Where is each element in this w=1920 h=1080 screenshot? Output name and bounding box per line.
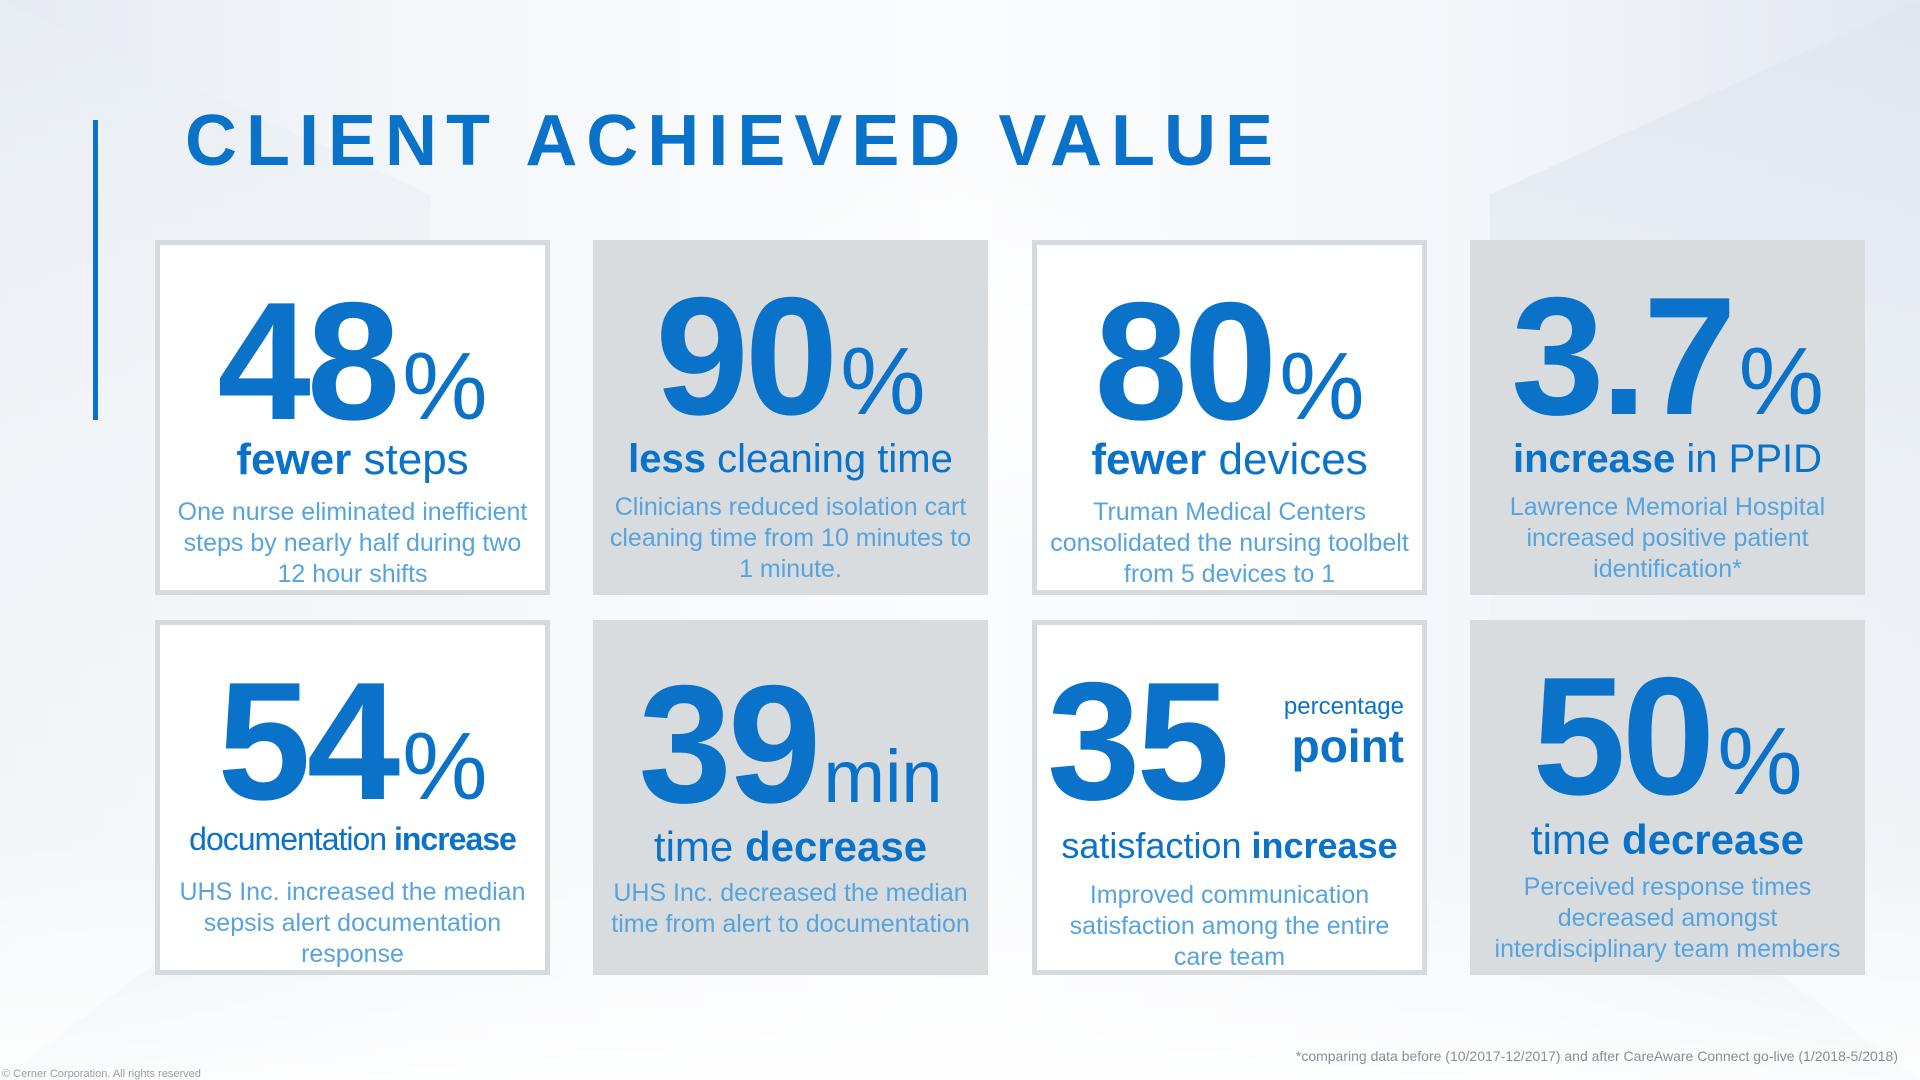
stat-headline: fewer devices bbox=[1037, 435, 1422, 484]
stat-unit: % bbox=[402, 713, 488, 820]
footnote: *comparing data before (10/2017-12/2017)… bbox=[1295, 1048, 1898, 1064]
headline-bold: fewer bbox=[236, 435, 352, 484]
stat-unit: % bbox=[1738, 328, 1824, 435]
headline-bold: increase bbox=[393, 821, 517, 857]
headline-bold: decrease bbox=[1621, 816, 1805, 863]
title-accent-bar bbox=[93, 120, 98, 420]
stat-headline: time decrease bbox=[1470, 816, 1865, 863]
headline-light: documentation bbox=[189, 821, 387, 857]
stat-card-alert-time: 39 min time decrease UHS Inc. decreased t… bbox=[593, 620, 988, 975]
headline-light: devices bbox=[1218, 435, 1368, 484]
stat-number: 80% bbox=[1037, 277, 1422, 445]
stat-value: 48 bbox=[217, 267, 400, 455]
stat-description: Lawrence Memorial Hospital increased pos… bbox=[1509, 493, 1826, 583]
headline-bold: increase bbox=[1251, 825, 1398, 866]
stat-description: UHS Inc. increased the median sepsis ale… bbox=[179, 878, 526, 968]
stat-number: 35 bbox=[1037, 657, 1422, 825]
stat-card-fewer-steps: 48% fewer steps One nurse eliminated ine… bbox=[155, 240, 550, 595]
stat-unit: min bbox=[823, 735, 943, 818]
stat-card-response-time: 50% time decrease Perceived response tim… bbox=[1470, 620, 1865, 975]
stat-number: 54% bbox=[160, 657, 545, 825]
headline-bold: increase bbox=[1512, 437, 1676, 481]
headline-bold: decrease bbox=[744, 823, 928, 870]
stat-description: Improved communication satisfaction amon… bbox=[1069, 881, 1390, 971]
headline-light: in PPID bbox=[1686, 437, 1823, 481]
stat-number: 90% bbox=[593, 272, 988, 440]
stat-card-fewer-devices: 80% fewer devices Truman Medical Centers… bbox=[1032, 240, 1427, 595]
stat-value: 90 bbox=[655, 262, 838, 450]
headline-light: time bbox=[1530, 816, 1611, 863]
stat-card-documentation: 54% documentation increase UHS Inc. incr… bbox=[155, 620, 550, 975]
stat-value: 35 bbox=[1047, 647, 1230, 835]
stat-headline: increase in PPID bbox=[1470, 438, 1865, 480]
stat-card-cleaning-time: 90% less cleaning time Clinicians reduce… bbox=[593, 240, 988, 595]
unit-big: point bbox=[1291, 720, 1404, 772]
stat-card-satisfaction: 35 percentage point satisfaction increas… bbox=[1032, 620, 1427, 975]
stat-description: Perceived response times decreased among… bbox=[1494, 873, 1841, 963]
stat-description: Truman Medical Centers consolidated the … bbox=[1050, 498, 1409, 588]
headline-light: satisfaction bbox=[1061, 825, 1242, 866]
stat-unit: % bbox=[1279, 333, 1365, 440]
stat-unit: % bbox=[1717, 708, 1803, 815]
headline-light: cleaning time bbox=[717, 437, 953, 481]
stat-number: 48% bbox=[160, 277, 545, 445]
unit-small: percentage bbox=[1283, 693, 1404, 720]
stat-unit: % bbox=[402, 333, 488, 440]
stat-value: 80 bbox=[1094, 267, 1277, 455]
stat-number: 3.7% bbox=[1470, 272, 1865, 440]
stat-headline: satisfaction increase bbox=[1037, 827, 1422, 865]
headline-bold: less bbox=[628, 437, 707, 481]
stat-value: 3.7 bbox=[1511, 262, 1737, 450]
stat-card-ppid: 3.7% increase in PPID Lawrence Memorial … bbox=[1470, 240, 1865, 595]
page-title: CLIENT ACHIEVED VALUE bbox=[185, 101, 1283, 181]
stat-description: UHS Inc. decreased the median time from … bbox=[611, 879, 970, 938]
stat-value: 39 bbox=[638, 650, 821, 838]
stat-unit: % bbox=[840, 328, 926, 435]
stat-value: 50 bbox=[1532, 642, 1715, 830]
copyright: © Cerner Corporation. All rights reserve… bbox=[2, 1068, 201, 1080]
headline-light: time bbox=[653, 823, 734, 870]
headline-light: steps bbox=[363, 435, 469, 484]
stat-description: Clinicians reduced isolation cart cleani… bbox=[609, 493, 972, 583]
stat-number: 50% bbox=[1470, 652, 1865, 820]
headline-bold: fewer bbox=[1091, 435, 1207, 484]
stat-description: One nurse eliminated inefficient steps b… bbox=[177, 498, 528, 588]
percentage-point-label: percentage point bbox=[1284, 693, 1404, 772]
stat-headline: less cleaning time bbox=[593, 438, 988, 480]
stat-number: 39 min bbox=[593, 660, 988, 828]
stat-headline: fewer steps bbox=[160, 435, 545, 484]
stat-headline: time decrease bbox=[593, 823, 988, 870]
stat-headline: documentation increase bbox=[160, 821, 545, 857]
stat-value: 54 bbox=[217, 647, 400, 835]
